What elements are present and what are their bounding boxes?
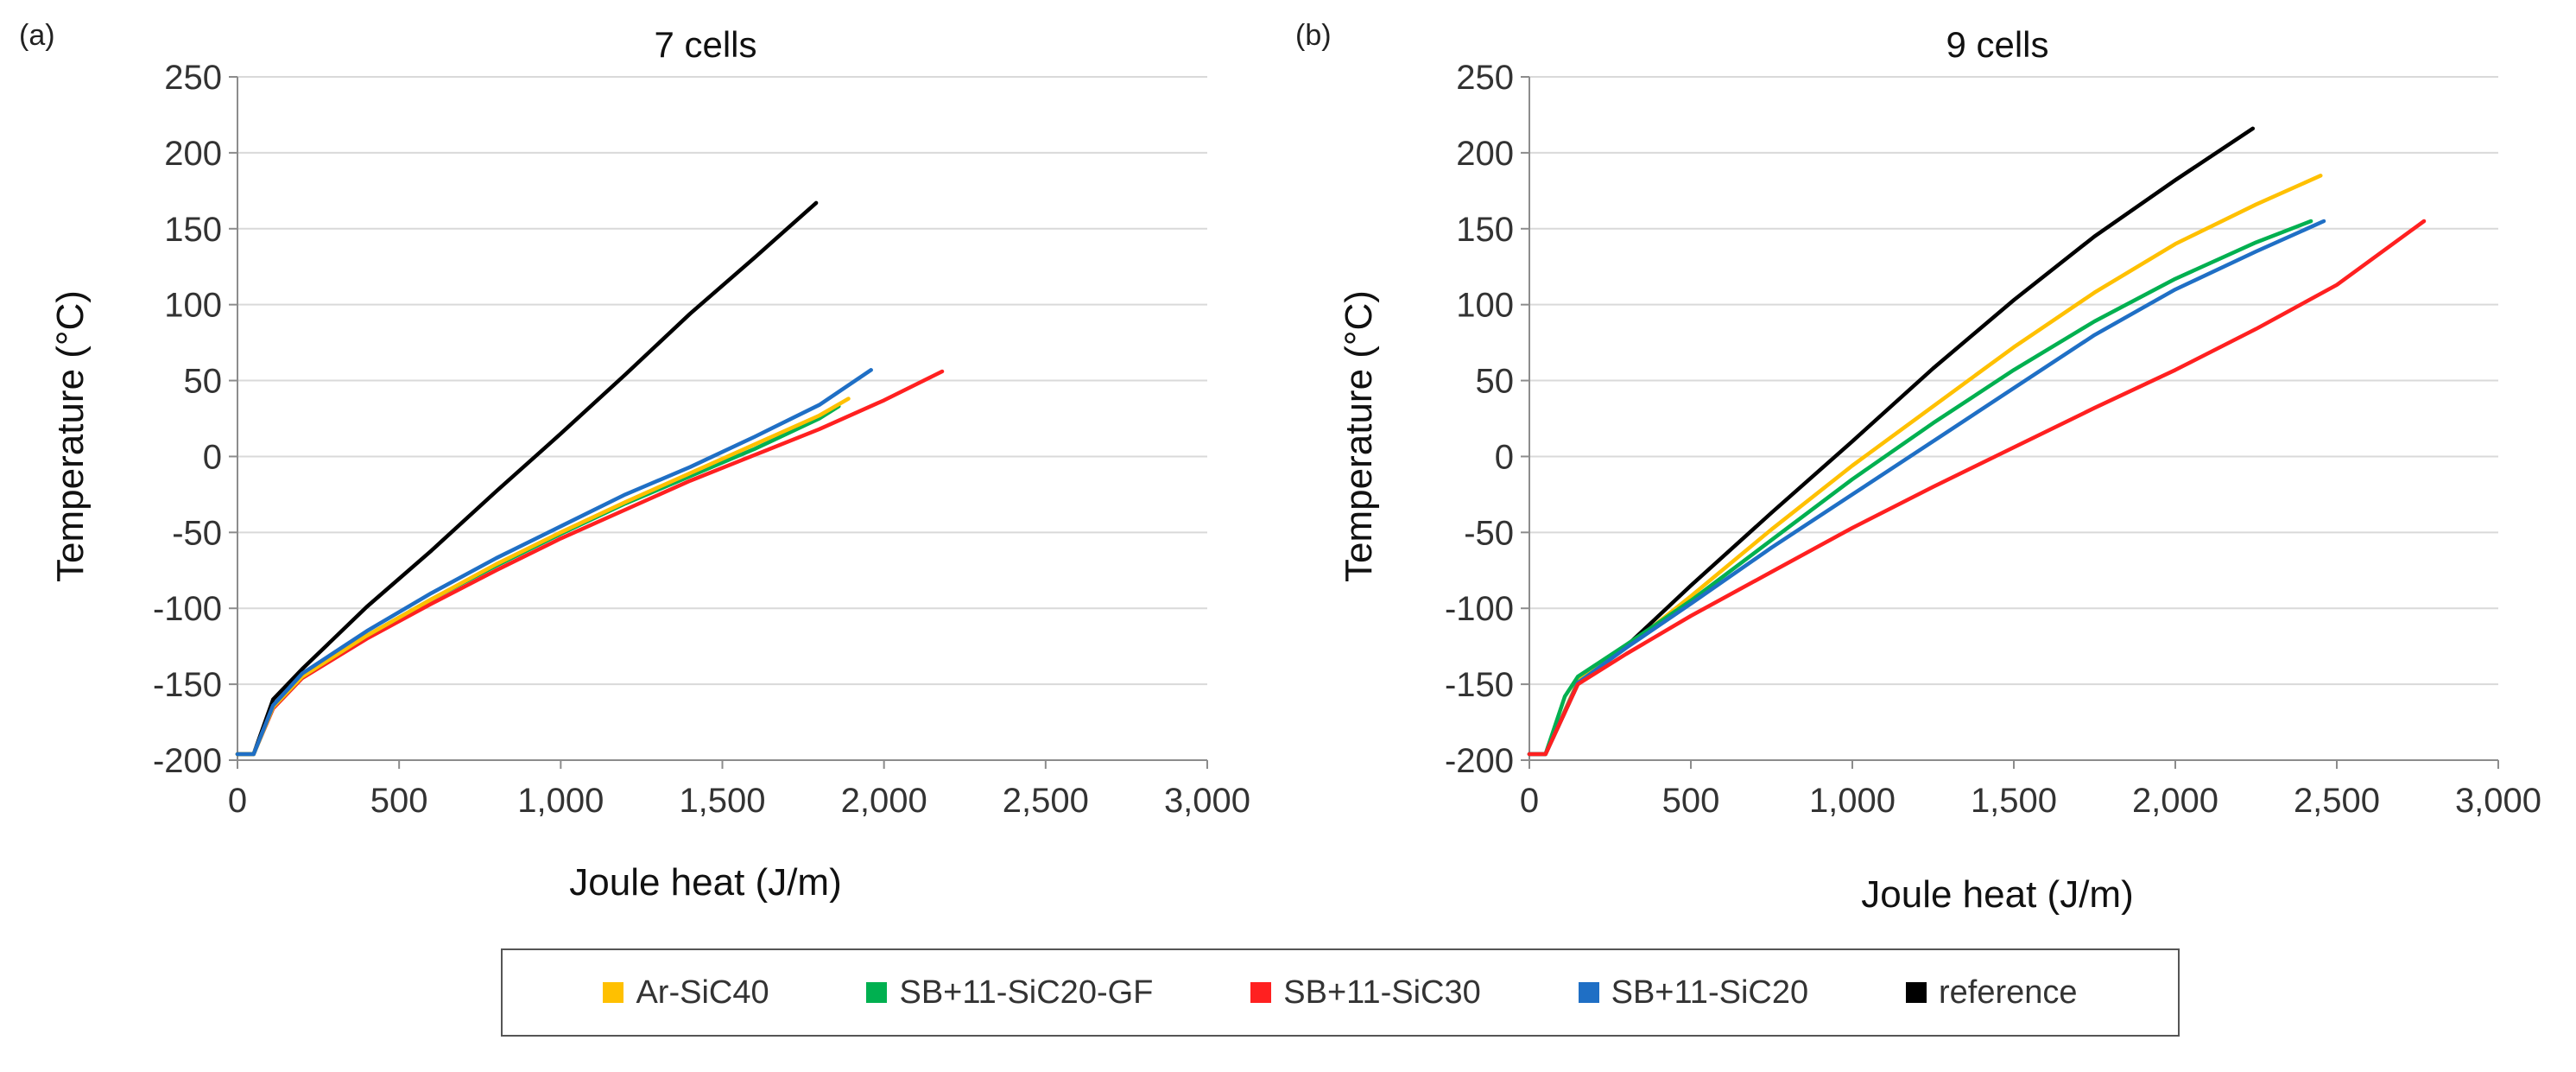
axes bbox=[1521, 76, 2499, 769]
y-tick-label: -200 bbox=[1445, 742, 1514, 780]
x-tick-label: 0 bbox=[228, 782, 247, 820]
legend-swatch bbox=[1250, 982, 1272, 1003]
y-tick-label: 150 bbox=[1456, 211, 1514, 249]
panel-label-b: (b) bbox=[1295, 19, 1332, 52]
y-tick-labels: 250 200 150 100 50 0 -50 -100 -150 -200 bbox=[153, 59, 222, 780]
series-line-sb-11-sic20 bbox=[235, 368, 873, 757]
legend-item-ar-sic40: Ar-SiC40 bbox=[603, 974, 769, 1012]
y-gridlines bbox=[237, 76, 1207, 686]
legend-swatch bbox=[603, 982, 624, 1003]
x-tick-label: 2,500 bbox=[1003, 782, 1089, 820]
x-tick-label: 1,500 bbox=[1971, 782, 2057, 820]
x-tick-label: 2,000 bbox=[841, 782, 927, 820]
legend-label: reference bbox=[1938, 974, 2078, 1011]
x-tick-label: 1,000 bbox=[1809, 782, 1896, 820]
y-tick-labels: 250 200 150 100 50 0 -50 -100 -150 -200 bbox=[1445, 59, 1514, 780]
x-tick-labels: 0 500 1,000 1,500 2,000 2,500 3,000 bbox=[228, 782, 1250, 820]
y-tick-label: -200 bbox=[153, 742, 222, 780]
legend-swatch bbox=[1578, 982, 1599, 1003]
y-tick-label: -100 bbox=[153, 590, 222, 628]
x-tick-label: 3,000 bbox=[1164, 782, 1250, 820]
y-tick-label: 250 bbox=[1456, 59, 1514, 97]
x-tick-label: 500 bbox=[1662, 782, 1720, 820]
y-axis-title: Temperature (°C) bbox=[49, 290, 92, 582]
series-lines bbox=[1527, 126, 2427, 757]
y-gridlines bbox=[1529, 76, 2498, 686]
series-line-sb-11-sic30 bbox=[1527, 219, 2427, 757]
axes bbox=[229, 76, 1208, 769]
x-tick-label: 2,000 bbox=[2132, 782, 2218, 820]
y-tick-label: 50 bbox=[1476, 363, 1515, 401]
y-tick-label: 200 bbox=[164, 135, 222, 173]
legend-item-sb11-sic20: SB+11-SiC20 bbox=[1578, 974, 1809, 1012]
y-tick-label: 0 bbox=[1495, 438, 1514, 476]
legend: Ar-SiC40 SB+11-SiC20-GF SB+11-SiC30 SB+1… bbox=[501, 948, 2180, 1037]
x-tick-label: 500 bbox=[370, 782, 428, 820]
x-axis-title: Joule heat (J/m) bbox=[1861, 873, 2133, 916]
legend-item-sb11-sic30: SB+11-SiC30 bbox=[1250, 974, 1481, 1012]
y-tick-label: 50 bbox=[184, 363, 223, 401]
x-tick-label: 0 bbox=[1520, 782, 1539, 820]
legend-label: SB+11-SiC30 bbox=[1283, 974, 1481, 1011]
series-line-reference bbox=[235, 200, 819, 757]
chart-7-cells: (a) 7 cells 250200150100500-50-100-150-2… bbox=[19, 19, 1250, 904]
y-tick-label: -100 bbox=[1445, 590, 1514, 628]
y-axis-title: Temperature (°C) bbox=[1338, 290, 1380, 582]
y-tick-label: -50 bbox=[172, 514, 222, 552]
x-tick-label: 1,500 bbox=[679, 782, 765, 820]
x-tick-label: 3,000 bbox=[2455, 782, 2541, 820]
y-tick-label: 100 bbox=[164, 287, 222, 325]
legend-item-reference: reference bbox=[1905, 974, 2078, 1012]
series-line-sb-11-sic30 bbox=[235, 369, 945, 757]
series-line-reference bbox=[1527, 126, 2256, 757]
chart-title-7-cells: 7 cells bbox=[654, 24, 756, 65]
legend-swatch bbox=[866, 982, 888, 1003]
panel-label-a: (a) bbox=[19, 19, 55, 52]
y-tick-label: -150 bbox=[1445, 666, 1514, 704]
y-tick-label: -50 bbox=[1464, 514, 1514, 552]
legend-swatch bbox=[1905, 982, 1927, 1003]
chart-9-cells: (b) 9 cells 250200150100500-50-100-150-2… bbox=[1295, 19, 2541, 916]
y-tick-label: -150 bbox=[153, 666, 222, 704]
series-line-sb-11-sic20 bbox=[1527, 219, 2326, 757]
legend-item-sb11-sic20-gf: SB+11-SiC20-GF bbox=[866, 974, 1153, 1012]
series-lines bbox=[235, 200, 945, 757]
y-tick-label: 0 bbox=[203, 438, 222, 476]
legend-label: SB+11-SiC20 bbox=[1611, 974, 1809, 1011]
y-tick-label: 250 bbox=[164, 59, 222, 97]
x-tick-labels: 0 500 1,000 1,500 2,000 2,500 3,000 bbox=[1520, 782, 2541, 820]
series-line-sb-11-sic20-gf bbox=[1527, 219, 2313, 757]
legend-label: Ar-SiC40 bbox=[636, 974, 769, 1011]
chart-title-9-cells: 9 cells bbox=[1946, 24, 2048, 65]
y-tick-label: 200 bbox=[1456, 135, 1514, 173]
series-line-ar-sic40 bbox=[1527, 174, 2323, 757]
y-tick-label: 100 bbox=[1456, 287, 1514, 325]
y-tick-label: 150 bbox=[164, 211, 222, 249]
x-axis-title: Joule heat (J/m) bbox=[569, 861, 841, 904]
legend-label: SB+11-SiC20-GF bbox=[899, 974, 1154, 1011]
x-tick-label: 2,500 bbox=[2294, 782, 2380, 820]
x-tick-label: 1,000 bbox=[517, 782, 604, 820]
